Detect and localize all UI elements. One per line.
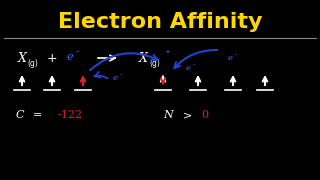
Text: X: X — [18, 51, 27, 64]
Text: (g): (g) — [28, 58, 38, 68]
Text: -: - — [120, 71, 122, 77]
Text: X: X — [139, 51, 148, 64]
Text: (g): (g) — [149, 58, 160, 68]
Text: C: C — [16, 110, 24, 120]
Text: e: e — [186, 64, 190, 72]
Text: e: e — [67, 52, 73, 62]
Text: -122: -122 — [57, 110, 83, 120]
Text: +: + — [47, 51, 57, 64]
Text: -: - — [166, 47, 170, 57]
Text: =: = — [33, 110, 43, 120]
Text: >: > — [183, 110, 193, 120]
Text: N: N — [163, 110, 173, 120]
Text: -: - — [76, 48, 78, 57]
Text: e: e — [113, 74, 117, 82]
Text: -: - — [193, 61, 195, 67]
Text: -: - — [235, 51, 237, 57]
Text: e: e — [228, 54, 233, 62]
Text: Electron Affinity: Electron Affinity — [58, 12, 262, 32]
Text: 0: 0 — [201, 110, 209, 120]
